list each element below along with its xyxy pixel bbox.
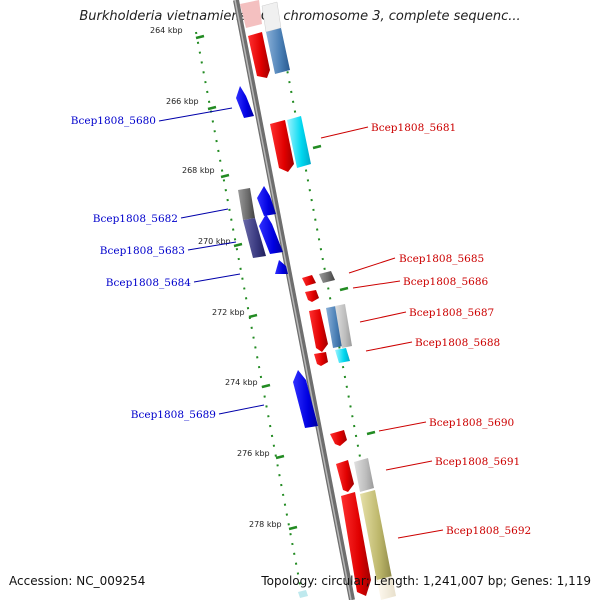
gene-forward-arrow	[336, 460, 354, 492]
gene-faded-bottom	[298, 590, 308, 598]
leader-line-5690	[378, 421, 427, 432]
gene-forward-arrow	[248, 32, 270, 78]
gene-cog-light	[335, 304, 352, 348]
leader-line-5691	[385, 460, 433, 471]
leader-line-5681	[320, 126, 369, 139]
chromosome-backbone-highlight	[234, 0, 352, 600]
topology-summary: Topology: circular; Length: 1,241,007 bp…	[261, 574, 591, 588]
gene-cog-khaki	[360, 490, 392, 582]
leader-line-5684	[193, 273, 241, 283]
gene-forward-arrow	[341, 492, 371, 596]
gene-cog-navy	[243, 218, 266, 258]
leader-line-5687	[359, 311, 407, 323]
gene-cog-steel	[266, 28, 290, 74]
ruler-label-266: 266 kbp	[166, 97, 199, 106]
gene-forward-arrow	[270, 120, 294, 172]
gene-forward-arrow-small	[314, 352, 328, 366]
gene-forward-arrow-small	[305, 290, 319, 302]
accession-text: Accession: NC_009254	[9, 574, 146, 588]
gene-label-left[interactable]: Bcep1808_5684	[106, 277, 192, 289]
ruler-label-274: 274 kbp	[225, 378, 258, 387]
gene-label-left[interactable]: Bcep1808_5689	[131, 409, 216, 421]
leader-line-5685	[348, 257, 396, 274]
gene-cog-cream	[377, 576, 396, 600]
gene-faded-top	[240, 0, 262, 28]
gene-cog-cream	[261, 1, 282, 33]
gene-reverse-arrow	[293, 370, 318, 428]
gene-forward-arrow	[309, 309, 328, 352]
gene-cog-gray	[238, 188, 255, 220]
ruler-label-272: 272 kbp	[212, 308, 245, 317]
gene-forward-arrow-small	[302, 275, 316, 286]
ruler-label-268: 268 kbp	[182, 166, 215, 175]
gene-label-left[interactable]: Bcep1808_5683	[100, 245, 185, 257]
gene-cog-steel	[326, 306, 343, 348]
leader-line-5692	[397, 529, 444, 539]
gene-label-right[interactable]: Bcep1808_5691	[435, 456, 520, 468]
gene-label-right[interactable]: Bcep1808_5690	[429, 417, 514, 429]
ruler-label-264: 264 kbp	[150, 26, 183, 35]
gene-reverse-arrow	[257, 186, 276, 216]
gene-cog-cyan-small	[335, 348, 350, 363]
gene-label-left[interactable]: Bcep1808_5680	[71, 115, 156, 127]
gene-label-right[interactable]: Bcep1808_5692	[446, 525, 531, 537]
gene-label-right[interactable]: Bcep1808_5688	[415, 337, 500, 349]
gene-label-right[interactable]: Bcep1808_5681	[371, 122, 456, 134]
leader-line-5683	[187, 241, 237, 251]
gene-label-right[interactable]: Bcep1808_5685	[399, 253, 484, 265]
chromosome-backbone	[233, 0, 355, 600]
leader-line-5689	[218, 404, 265, 415]
gene-cog-cyan	[287, 116, 311, 168]
leader-line-5682	[180, 208, 229, 219]
gene-reverse-arrow	[236, 86, 254, 118]
gene-cog-gray-small	[319, 271, 335, 283]
gene-reverse-arrow	[259, 214, 283, 254]
ruler-ticks	[195, 34, 376, 531]
ruler-label-278: 278 kbp	[249, 520, 282, 529]
leader-line-5686	[352, 280, 401, 289]
gene-label-right[interactable]: Bcep1808_5687	[409, 307, 494, 319]
gene-label-right[interactable]: Bcep1808_5686	[403, 276, 489, 288]
gene-label-left[interactable]: Bcep1808_5682	[93, 213, 178, 225]
gene-cog-light	[354, 458, 374, 492]
leader-line-5680	[158, 107, 233, 122]
gene-forward-arrow-small	[330, 430, 347, 446]
ruler-label-276: 276 kbp	[237, 449, 270, 458]
leader-line-5688	[365, 341, 413, 352]
map-title: Burkholderia vietnamiensis G4 chromosome…	[79, 9, 521, 24]
gene-reverse-arrow-small	[275, 260, 288, 274]
ruler-label-270: 270 kbp	[198, 237, 231, 246]
